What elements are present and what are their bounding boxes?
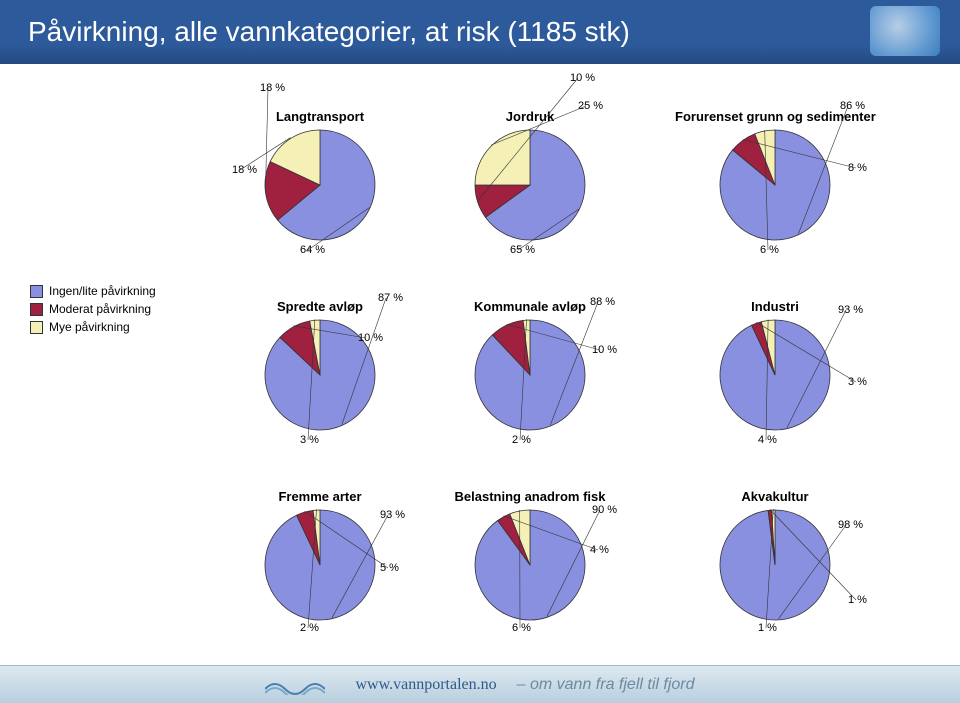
pct-label: 5 % bbox=[380, 562, 399, 574]
pct-label: 1 % bbox=[758, 622, 777, 634]
wave-icon bbox=[265, 675, 325, 695]
pie-title: Akvakultur bbox=[675, 489, 875, 504]
pct-label: 93 % bbox=[838, 304, 863, 316]
header-logo bbox=[870, 6, 940, 56]
pie-svg bbox=[473, 128, 587, 242]
legend-item: Moderat påvirkning bbox=[30, 302, 156, 316]
pct-label: 6 % bbox=[760, 244, 779, 256]
pct-label: 18 % bbox=[232, 164, 257, 176]
pie-chart-jordruk: Jordruk bbox=[430, 109, 630, 242]
footer-tagline: – om vann fra fjell til fjord bbox=[517, 676, 695, 694]
pct-label: 87 % bbox=[378, 292, 403, 304]
pie-chart-industri: Industri bbox=[675, 299, 875, 432]
legend-label: Moderat påvirkning bbox=[49, 302, 151, 316]
pct-label: 88 % bbox=[590, 296, 615, 308]
pie-chart-akvakultur: Akvakultur bbox=[675, 489, 875, 622]
pct-label: 2 % bbox=[512, 434, 531, 446]
pie-title: Langtransport bbox=[220, 109, 420, 124]
page-title: Påvirkning, alle vannkategorier, at risk… bbox=[28, 16, 630, 48]
pie-chart-forurenset: Forurenset grunn og sedimenter bbox=[675, 109, 875, 242]
pct-label: 93 % bbox=[380, 509, 405, 521]
pct-label: 4 % bbox=[590, 544, 609, 556]
pct-label: 10 % bbox=[592, 344, 617, 356]
pie-svg bbox=[263, 128, 377, 242]
pct-label: 10 % bbox=[570, 72, 595, 84]
pct-label: 8 % bbox=[848, 162, 867, 174]
legend-swatch bbox=[30, 321, 43, 334]
legend-item: Mye påvirkning bbox=[30, 320, 156, 334]
pct-label: 86 % bbox=[840, 100, 865, 112]
pct-label: 64 % bbox=[300, 244, 325, 256]
pie-slice-mye bbox=[475, 130, 530, 185]
pct-label: 2 % bbox=[300, 622, 319, 634]
legend-label: Mye påvirkning bbox=[49, 320, 130, 334]
pie-svg bbox=[263, 508, 377, 622]
pct-label: 65 % bbox=[510, 244, 535, 256]
pie-svg bbox=[473, 508, 587, 622]
chart-area: Langtransport 64 % 18 % 18 % Jordruk 65 % 10 %… bbox=[0, 64, 960, 664]
header-bar: Påvirkning, alle vannkategorier, at risk… bbox=[0, 0, 960, 64]
pie-title: Belastning anadrom fisk bbox=[430, 489, 630, 504]
pct-label: 18 % bbox=[260, 82, 285, 94]
pct-label: 90 % bbox=[592, 504, 617, 516]
pct-label: 3 % bbox=[848, 376, 867, 388]
pct-label: 25 % bbox=[578, 100, 603, 112]
pie-chart-spredte: Spredte avløp bbox=[220, 299, 420, 432]
pie-svg bbox=[718, 318, 832, 432]
pct-label: 3 % bbox=[300, 434, 319, 446]
pie-svg bbox=[473, 318, 587, 432]
legend-label: Ingen/lite påvirkning bbox=[49, 284, 156, 298]
pct-label: 10 % bbox=[358, 332, 383, 344]
pct-label: 1 % bbox=[848, 594, 867, 606]
legend-swatch bbox=[30, 285, 43, 298]
pie-chart-kommunale: Kommunale avløp bbox=[430, 299, 630, 432]
pie-svg bbox=[718, 128, 832, 242]
footer-bar: www.vannportalen.no – om vann fra fjell … bbox=[0, 665, 960, 703]
pie-svg bbox=[718, 508, 832, 622]
pie-title: Fremme arter bbox=[220, 489, 420, 504]
pct-label: 6 % bbox=[512, 622, 531, 634]
footer-site: www.vannportalen.no bbox=[355, 676, 496, 694]
legend-item: Ingen/lite påvirkning bbox=[30, 284, 156, 298]
legend: Ingen/lite påvirkning Moderat påvirkning M… bbox=[30, 280, 156, 338]
pct-label: 98 % bbox=[838, 519, 863, 531]
pct-label: 4 % bbox=[758, 434, 777, 446]
legend-swatch bbox=[30, 303, 43, 316]
